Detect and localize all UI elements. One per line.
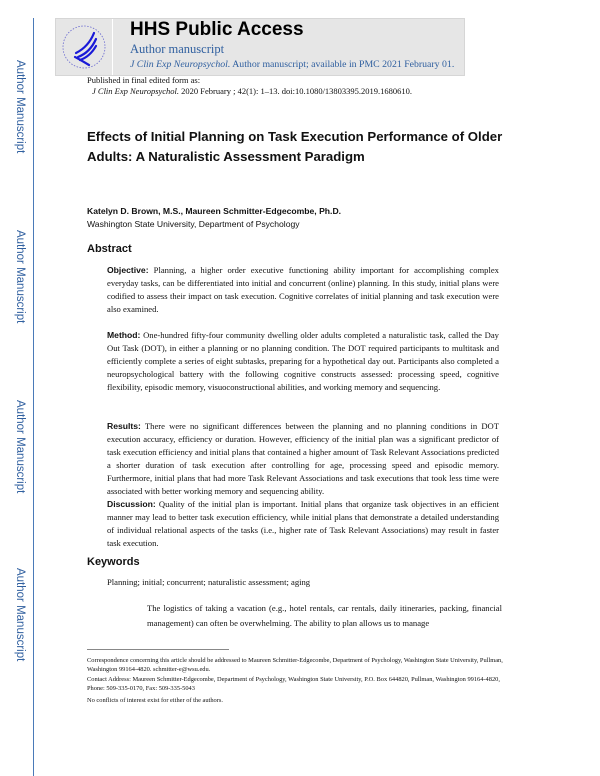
abstract-discussion: Discussion: Quality of the initial plan …: [107, 498, 499, 550]
section-text: Planning, a higher order executive funct…: [107, 265, 499, 315]
section-label: Objective:: [107, 265, 149, 275]
published-info: Published in final edited form as: J Cli…: [87, 75, 412, 97]
section-label: Results:: [107, 421, 141, 431]
section-text: One-hundred fifty-four community dwellin…: [107, 330, 499, 393]
section-label: Discussion:: [107, 499, 156, 509]
body-text: The logistics of taking a vacation (e.g.…: [147, 603, 502, 628]
affiliation: Washington State University, Department …: [87, 219, 300, 229]
section-label: Method:: [107, 330, 141, 340]
section-text: There were no significant differences be…: [107, 421, 499, 497]
availability: Author manuscript; available in PMC 2021…: [232, 59, 455, 70]
hhs-eagle-logo: [56, 19, 113, 75]
side-label: Author Manuscript: [14, 230, 26, 324]
hhs-header: HHS Public Access Author manuscript J Cl…: [55, 18, 465, 76]
published-label: Published in final edited form as:: [87, 75, 201, 85]
keywords: Planning; initial; concurrent; naturalis…: [107, 577, 311, 587]
header-citation: J Clin Exp Neuropsychol. Author manuscri…: [130, 59, 454, 70]
abstract-results: Results: There were no significant diffe…: [107, 420, 499, 499]
side-label: Author Manuscript: [14, 568, 26, 662]
footnote-rule: [87, 649, 229, 650]
article-title: Effects of Initial Planning on Task Exec…: [87, 129, 503, 164]
abstract-method: Method: One-hundred fifty-four community…: [107, 329, 499, 394]
abstract-objective: Objective: Planning, a higher order exec…: [107, 264, 499, 316]
footnote-conflicts: No conflicts of interest exist for eithe…: [87, 697, 223, 704]
footnote-correspondence: Correspondence concerning this article s…: [87, 657, 503, 674]
header-title: HHS Public Access: [130, 19, 304, 40]
side-label: Author Manuscript: [14, 400, 26, 494]
authors: Katelyn D. Brown, M.S., Maureen Schmitte…: [87, 206, 342, 216]
abstract-heading: Abstract: [87, 243, 132, 255]
margin-rule: [33, 18, 34, 776]
side-label: Author Manuscript: [14, 60, 26, 154]
footnote-contact: Contact Address: Maureen Schmitter-Edgec…: [87, 676, 500, 693]
section-text: Quality of the initial plan is important…: [107, 499, 500, 549]
journal-name: J Clin Exp Neuropsychol.: [130, 59, 231, 70]
published-citation[interactable]: 2020 February ; 42(1): 1–13. doi:10.1080…: [181, 86, 413, 96]
header-subtitle: Author manuscript: [130, 42, 225, 56]
published-journal: J Clin Exp Neuropsychol.: [92, 86, 180, 96]
keywords-heading: Keywords: [87, 556, 140, 568]
